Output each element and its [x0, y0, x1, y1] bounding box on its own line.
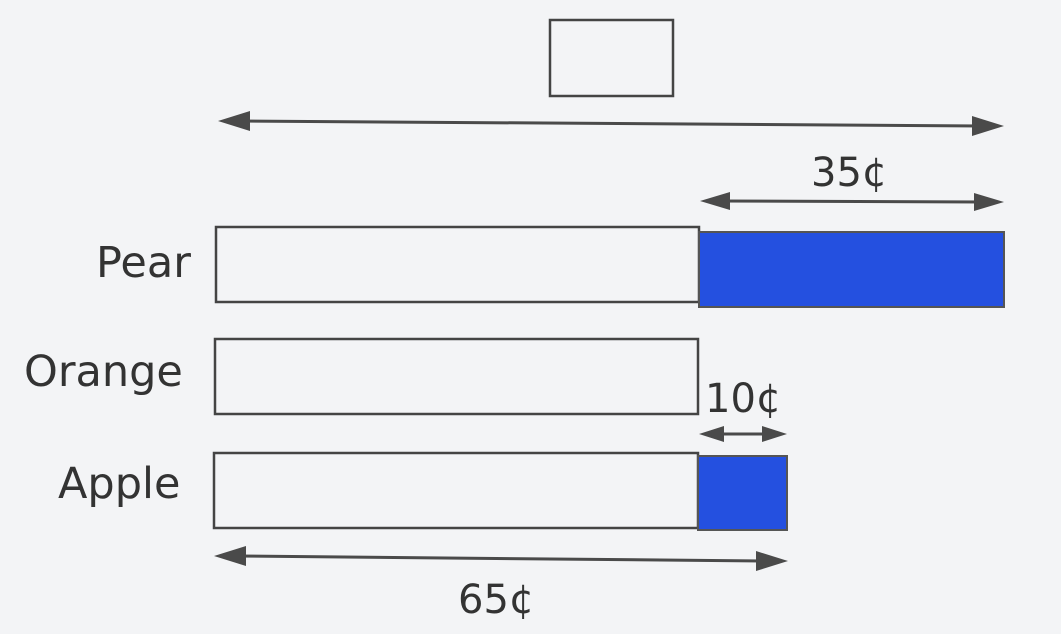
apple-total-arrow [214, 546, 788, 571]
arrow-head-left [218, 111, 250, 131]
apple-total-amount: 65¢ [458, 577, 534, 623]
pear-extra-arrow [700, 192, 1004, 211]
apple-extra-arrow [699, 426, 787, 442]
pear-extra-amount: 35¢ [811, 150, 887, 196]
arrow-head-right [972, 116, 1004, 136]
orange-label: Orange [24, 347, 183, 397]
total-arrow [218, 111, 1004, 136]
arrow-head-right [974, 193, 1004, 211]
apple-bar-base [212, 451, 700, 530]
apple-bar-extra [697, 455, 788, 531]
pear-label: Pear [96, 238, 191, 288]
arrow-head-left [699, 426, 724, 442]
orange-bar [213, 337, 700, 416]
arrow-head-left [214, 546, 246, 566]
arrow-head-right [762, 426, 787, 442]
arrow-head-left [700, 192, 730, 210]
pear-bar-extra [698, 231, 1005, 308]
apple-label: Apple [58, 459, 180, 509]
unknown-total-box [548, 18, 675, 98]
pear-bar-base [214, 225, 701, 304]
apple-extra-amount: 10¢ [705, 376, 781, 422]
arrow-head-right [756, 551, 788, 571]
